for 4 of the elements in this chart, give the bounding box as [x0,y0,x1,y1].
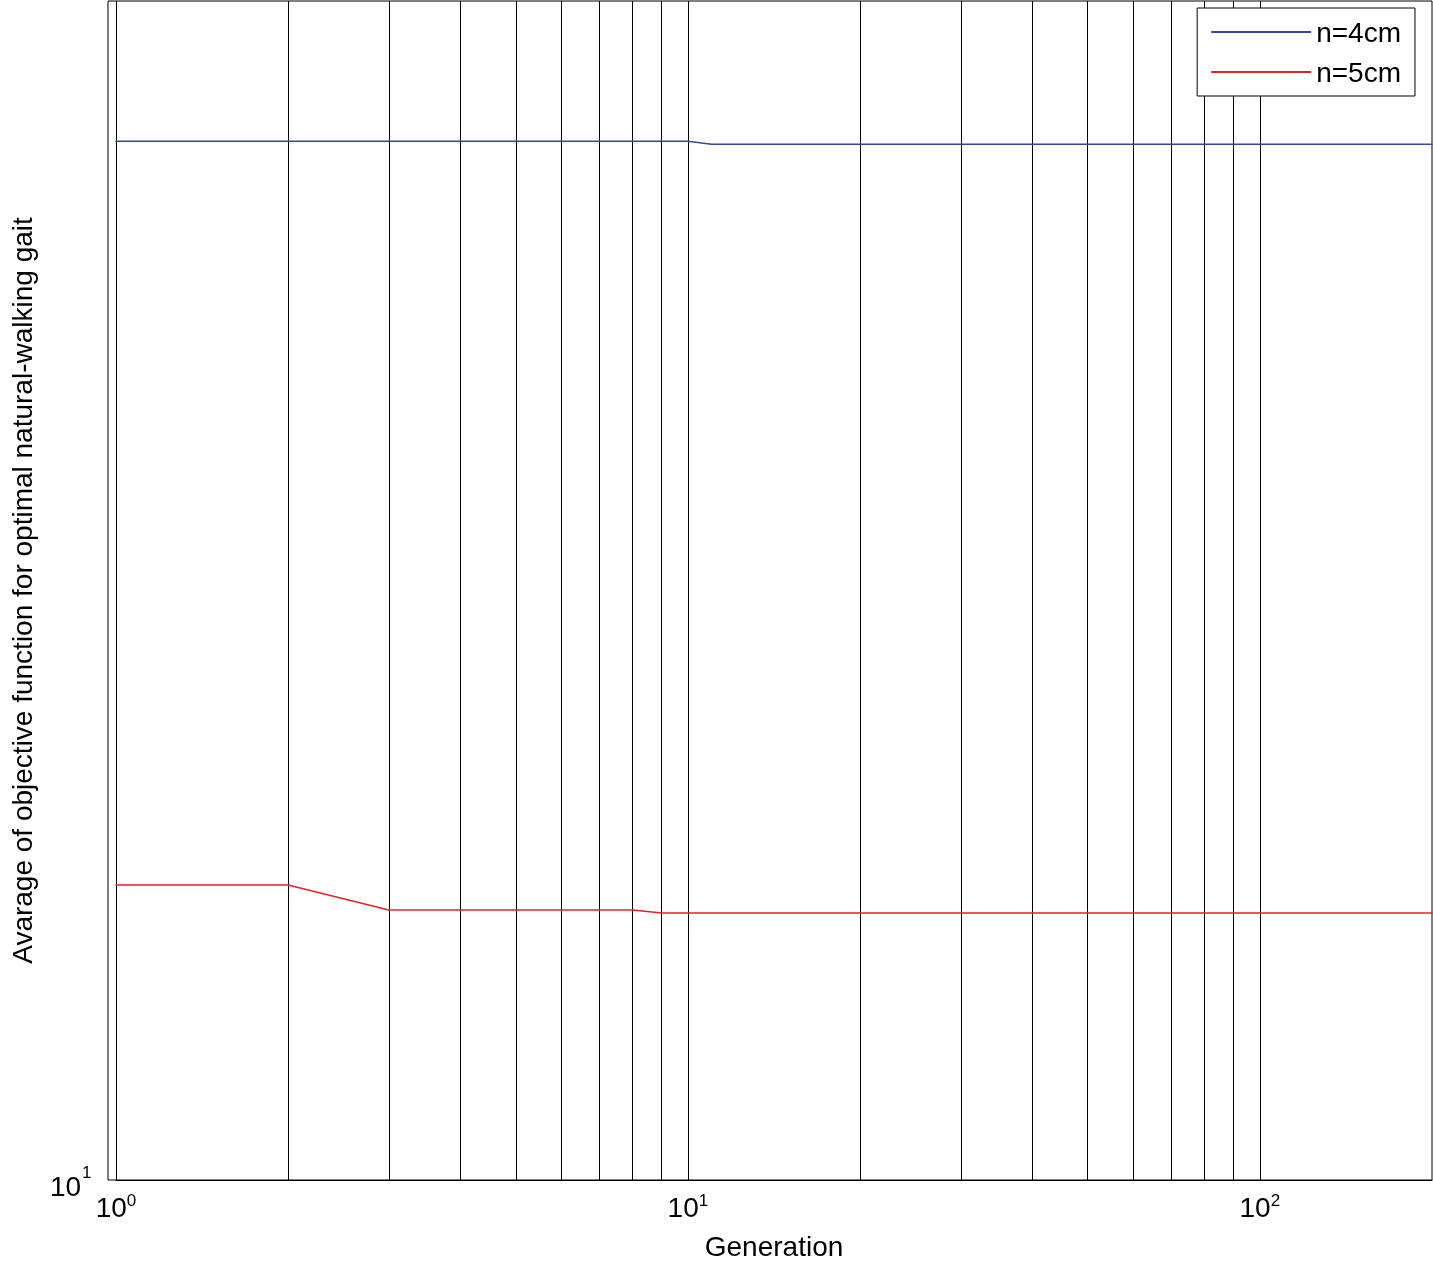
legend-label: n=4cm [1316,16,1402,48]
y-axis-title: Avarage of objective function for optimal natural-walking gait [6,217,38,964]
legend-label: n=5cm [1316,56,1402,88]
x-axis-title: Generation [704,1230,844,1262]
